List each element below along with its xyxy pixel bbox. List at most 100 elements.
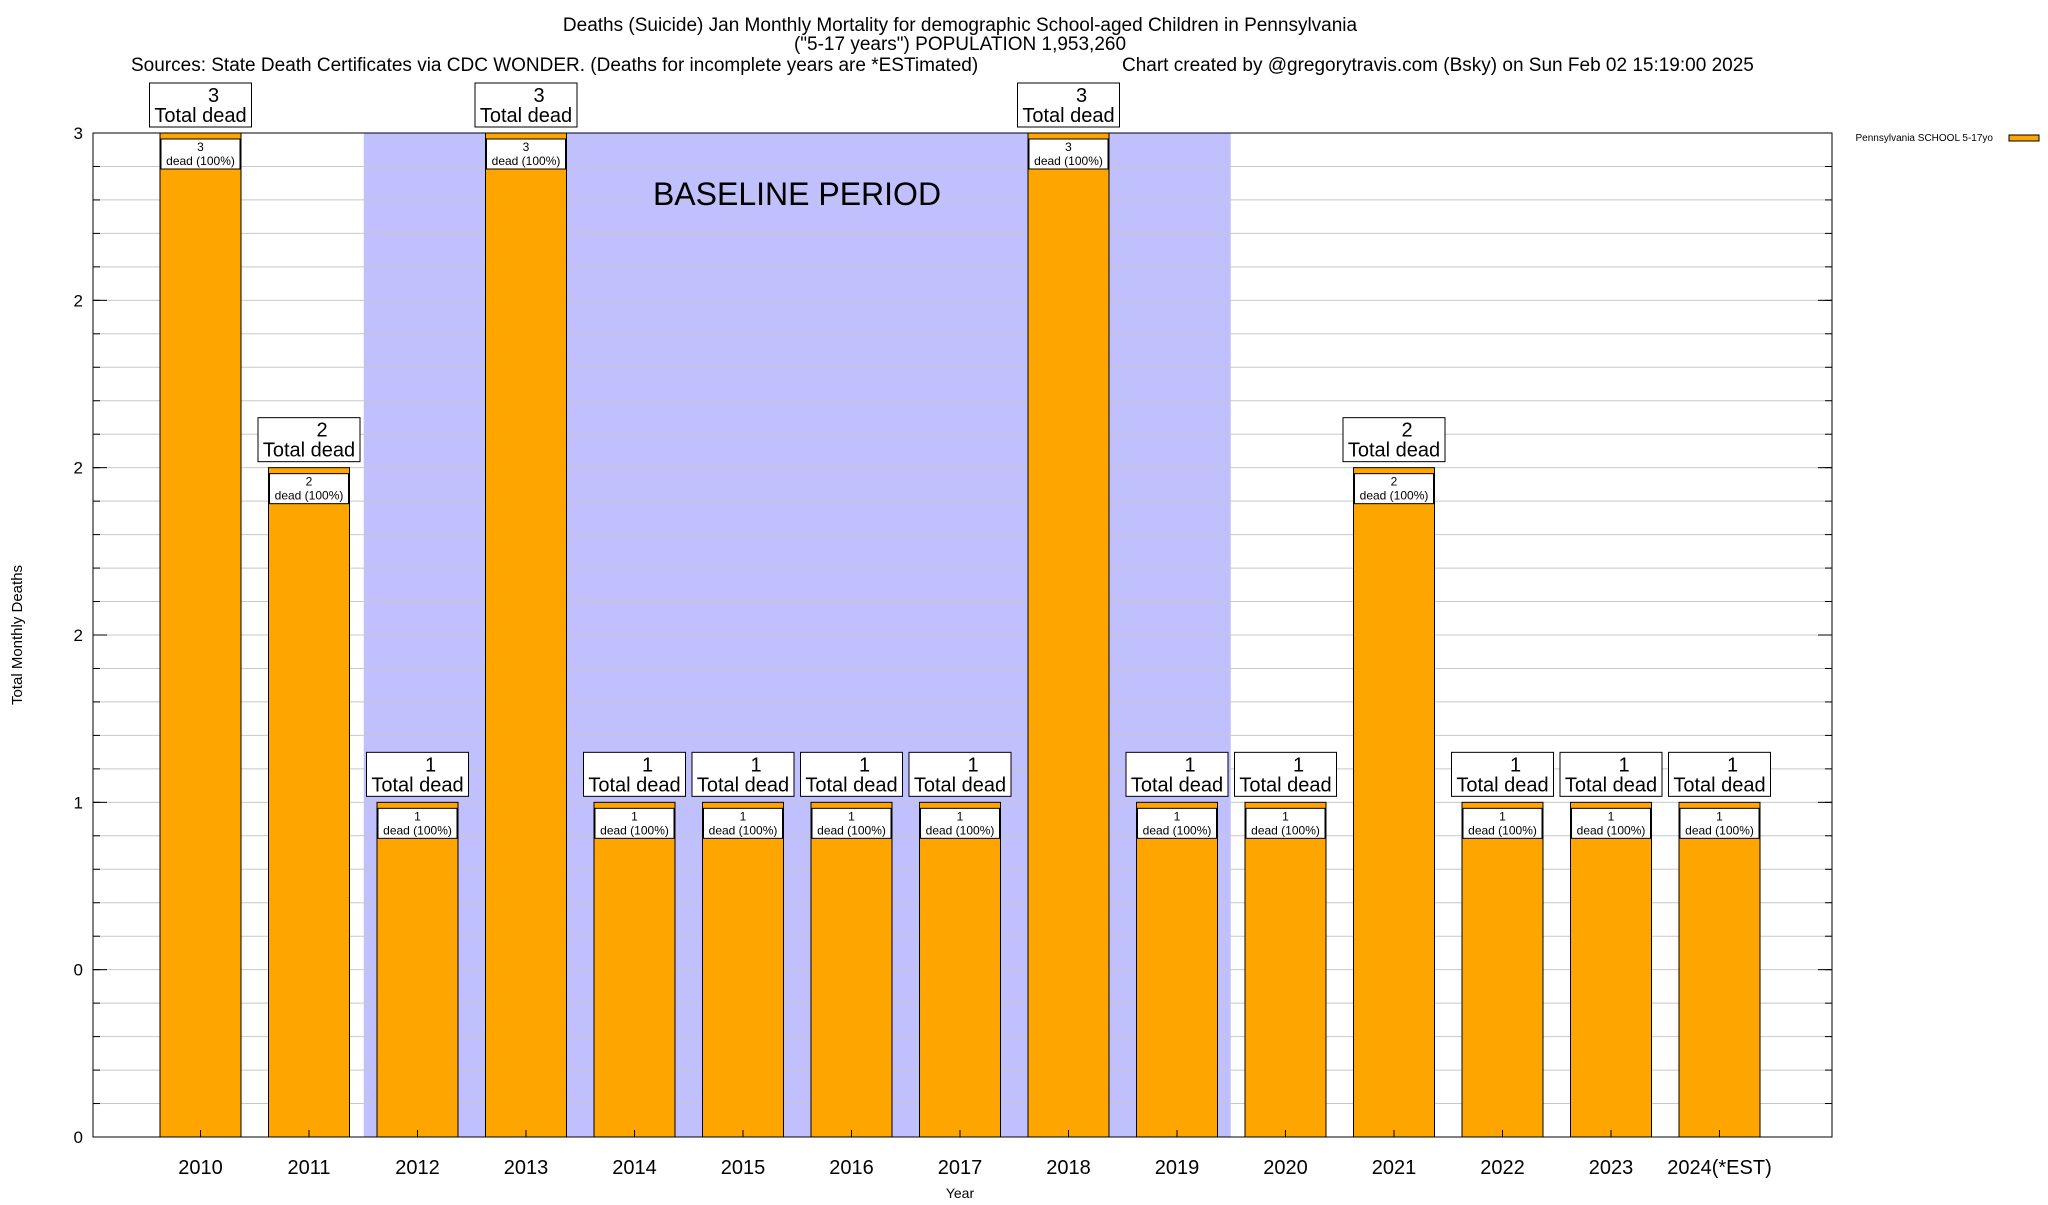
bar-total-text: Total dead	[154, 105, 246, 127]
bar-inner-count: 1	[740, 809, 747, 823]
bar-inner-label-box	[703, 807, 783, 839]
bar-total-label-box	[1125, 751, 1229, 797]
bar-total-count: 1	[1727, 754, 1738, 776]
bar-inner-percent: dead (100%)	[1468, 823, 1537, 837]
bar-total-text: Total dead	[1131, 774, 1223, 796]
bar-inner-percent: dead (100%)	[166, 154, 235, 168]
bar-total-count: 3	[1076, 85, 1087, 107]
bar-inner-count: 1	[957, 809, 964, 823]
x-tick-label: 2016	[829, 1157, 874, 1179]
bar-total-count: 1	[1510, 754, 1521, 776]
bar-inner-count: 1	[631, 809, 638, 823]
x-tick-label: 2023	[1589, 1157, 1634, 1179]
bar-inner-count: 1	[1608, 809, 1615, 823]
bar-total-label-box	[691, 751, 795, 797]
bar	[1136, 801, 1218, 1138]
plot-border	[92, 132, 1833, 1138]
bar-total-text: Total dead	[1239, 774, 1331, 796]
bar-inner-percent: dead (100%)	[383, 823, 452, 837]
y-tick-label: 0	[74, 961, 83, 980]
bar-total-text: Total dead	[805, 774, 897, 796]
x-tick-label: 2019	[1155, 1157, 1200, 1179]
bar-total-count: 1	[967, 754, 978, 776]
bar-total-count: 2	[316, 420, 327, 442]
bar-inner-percent: dead (100%)	[1360, 489, 1429, 503]
chart-title: Deaths (Suicide) Jan Monthly Mortality f…	[563, 15, 1358, 36]
bar-inner-label-box	[1137, 807, 1217, 839]
bar-total-count: 1	[750, 754, 761, 776]
bar-inner-count: 2	[1391, 475, 1398, 489]
legend-swatch	[2008, 134, 2040, 142]
bar-inner-label-box	[1679, 807, 1760, 839]
x-tick-label: 2022	[1480, 1157, 1525, 1179]
bar-total-count: 3	[533, 85, 544, 107]
bar-total-text: Total dead	[1348, 440, 1440, 462]
bar-total-text: Total dead	[1565, 774, 1657, 796]
bar-total-count: 3	[208, 85, 219, 107]
bar-total-text: Total dead	[1456, 774, 1548, 796]
x-tick-label: 2021	[1372, 1157, 1417, 1179]
bar-total-text: Total dead	[1022, 105, 1114, 127]
bar-inner-label-box	[377, 807, 458, 839]
x-axis-title: Year	[946, 1185, 975, 1200]
x-tick-label: 2017	[938, 1157, 983, 1179]
bar-inner-percent: dead (100%)	[926, 823, 995, 837]
bar-inner-count: 1	[1174, 809, 1181, 823]
bar	[1461, 801, 1544, 1138]
bar-inner-label-box	[160, 138, 241, 170]
bar-inner-label-box	[1462, 807, 1543, 839]
bar-total-label-box	[1342, 417, 1446, 463]
bar-inner-percent: dead (100%)	[1577, 823, 1646, 837]
x-tick-label: 2011	[287, 1157, 330, 1179]
bar	[810, 801, 893, 1138]
bar-inner-percent: dead (100%)	[1034, 154, 1103, 168]
y-axis-title: Total Monthly Deaths	[9, 565, 26, 705]
bar-inner-count: 1	[848, 809, 855, 823]
bar-total-label-box	[1234, 751, 1337, 797]
bar	[593, 801, 676, 1138]
bar	[1353, 467, 1435, 1138]
bar	[1027, 132, 1110, 1138]
bar-total-label-box	[366, 751, 469, 797]
legend-label: Pennsylvania SCHOOL 5-17yo	[1856, 133, 1994, 144]
bar-total-text: Total dead	[480, 105, 572, 127]
bar-total-label-box	[583, 751, 686, 797]
x-tick-label: 2012	[395, 1157, 440, 1179]
bar	[485, 132, 567, 1138]
bar-total-label-box	[1668, 751, 1771, 797]
x-tick-label: 2020	[1263, 1157, 1308, 1179]
bar	[702, 801, 784, 1138]
x-tick-label: 2024(*EST)	[1667, 1157, 1772, 1179]
bar-total-label-box	[257, 417, 361, 463]
bar-total-count: 1	[425, 754, 436, 776]
bar-total-count: 1	[859, 754, 870, 776]
bar-inner-count: 1	[1716, 809, 1723, 823]
bar-inner-percent: dead (100%)	[1685, 823, 1754, 837]
bar-total-label-box	[149, 82, 252, 128]
bar	[1570, 801, 1652, 1138]
bar-total-label-box	[800, 751, 903, 797]
bar-inner-label-box	[1028, 138, 1109, 170]
chart-sources: Sources: State Death Certificates via CD…	[131, 55, 978, 76]
bar-total-count: 1	[1293, 754, 1304, 776]
bar-total-label-box	[474, 82, 578, 128]
bar	[919, 801, 1001, 1138]
bar-inner-count: 3	[1065, 140, 1072, 154]
chart-subtitle: ("5-17 years") POPULATION 1,953,260	[794, 34, 1126, 55]
y-tick-label: 2	[74, 291, 83, 310]
bar-total-label-box	[1451, 751, 1554, 797]
bar-inner-label-box	[1245, 807, 1326, 839]
bar-total-text: Total dead	[1673, 774, 1765, 796]
bar-total-text: Total dead	[588, 774, 680, 796]
bar-inner-label-box	[811, 807, 892, 839]
y-tick-label: 1	[74, 793, 83, 812]
bar-total-label-box	[908, 751, 1012, 797]
bar-inner-count: 1	[1282, 809, 1289, 823]
x-tick-label: 2014	[612, 1157, 657, 1179]
baseline-period-label: BASELINE PERIOD	[653, 176, 941, 212]
bar-total-count: 1	[1184, 754, 1195, 776]
bar-total-label-box	[1017, 82, 1120, 128]
bar-total-count: 2	[1401, 420, 1412, 442]
bar-inner-percent: dead (100%)	[817, 823, 886, 837]
